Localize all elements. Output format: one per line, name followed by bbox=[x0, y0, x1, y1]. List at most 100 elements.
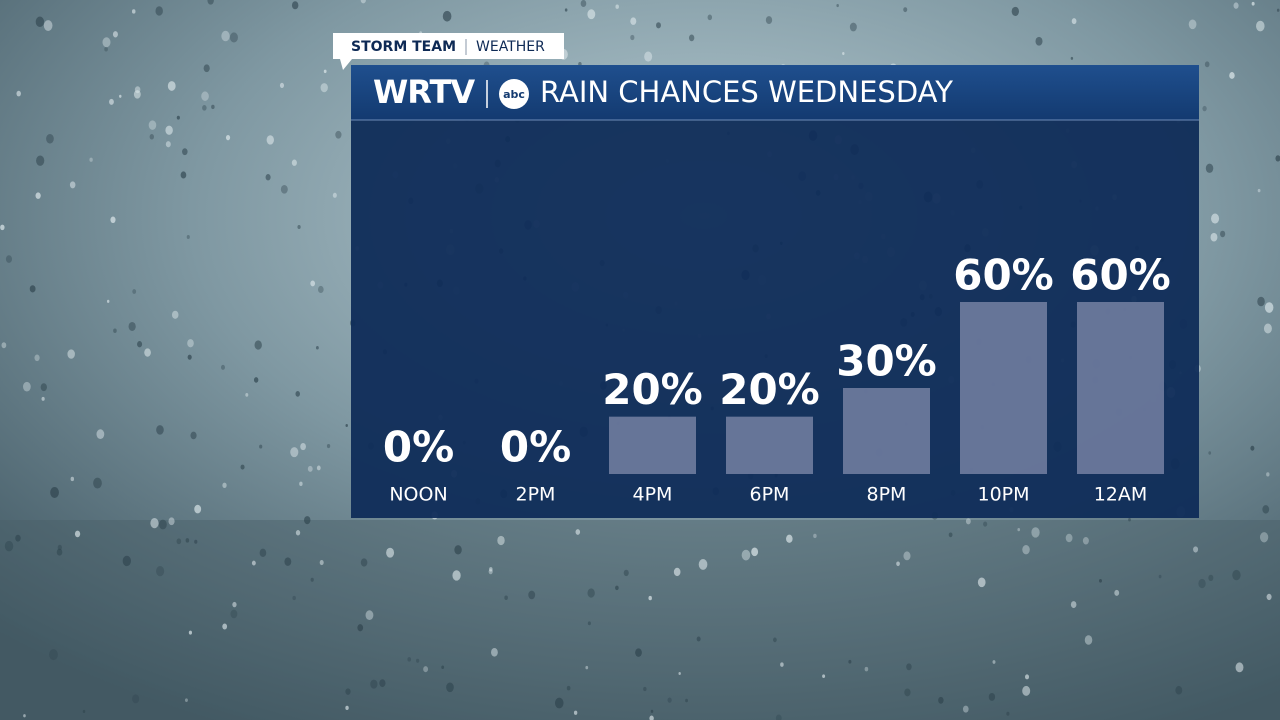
raindrop bbox=[221, 30, 230, 42]
raindrop bbox=[291, 1, 299, 10]
raindrop bbox=[441, 665, 445, 670]
raindrop bbox=[176, 538, 182, 545]
raindrop bbox=[688, 34, 695, 42]
raindrop bbox=[297, 225, 301, 230]
station-logo: WRTV bbox=[373, 73, 475, 111]
raindrop bbox=[36, 155, 45, 166]
raindrop bbox=[1233, 2, 1239, 9]
raindrop bbox=[504, 595, 508, 600]
raindrop bbox=[40, 383, 47, 392]
raindrop bbox=[137, 341, 143, 348]
raindrop bbox=[203, 64, 210, 73]
raindrop bbox=[1232, 569, 1241, 581]
raindrop bbox=[786, 534, 793, 543]
bar bbox=[960, 302, 1047, 474]
raindrop bbox=[446, 682, 454, 693]
raindrop bbox=[1035, 36, 1043, 46]
raindrop bbox=[370, 679, 378, 689]
bar bbox=[843, 388, 930, 474]
tag-text: STORM TEAM bbox=[351, 39, 456, 55]
raindrop bbox=[365, 610, 374, 621]
raindrop bbox=[1022, 544, 1030, 555]
x-tick-label: NOON bbox=[389, 484, 447, 506]
raindrop bbox=[644, 51, 653, 62]
raindrop bbox=[171, 310, 179, 319]
raindrop bbox=[696, 636, 701, 642]
raindrop bbox=[1114, 589, 1120, 596]
raindrop bbox=[488, 569, 493, 575]
raindrop bbox=[938, 696, 944, 704]
raindrop bbox=[194, 504, 202, 514]
raindrop bbox=[251, 560, 256, 566]
raindrop bbox=[685, 698, 688, 703]
raindrop bbox=[128, 321, 136, 332]
raindrop bbox=[643, 686, 647, 692]
value-label: 60% bbox=[1070, 251, 1171, 300]
chart-title: RAIN CHANCES WEDNESDAY bbox=[540, 75, 953, 109]
raindrop bbox=[630, 17, 637, 25]
raindrop bbox=[573, 710, 578, 715]
raindrop bbox=[35, 16, 45, 28]
background-shade bbox=[0, 520, 1280, 720]
raindrop bbox=[864, 666, 869, 672]
raindrop bbox=[965, 518, 971, 525]
raindrop bbox=[279, 82, 285, 88]
raindrop bbox=[566, 685, 571, 691]
raindrop bbox=[1263, 323, 1272, 334]
raindrop bbox=[1017, 527, 1021, 532]
raindrop bbox=[89, 157, 93, 162]
raindrop bbox=[1158, 574, 1162, 579]
raindrop bbox=[775, 714, 782, 720]
raindrop bbox=[1070, 601, 1077, 609]
raindrop bbox=[906, 663, 912, 671]
raindrop bbox=[1128, 518, 1131, 522]
raindrop bbox=[454, 545, 462, 555]
raindrop bbox=[836, 3, 839, 8]
raindrop bbox=[554, 697, 564, 709]
raindrop bbox=[948, 532, 953, 538]
raindrop bbox=[5, 255, 13, 263]
raindrop bbox=[35, 192, 41, 199]
raindrop bbox=[1275, 155, 1280, 162]
raindrop bbox=[667, 697, 672, 703]
raindrop bbox=[780, 662, 784, 667]
raindrop bbox=[176, 115, 180, 120]
raindrop bbox=[1264, 302, 1274, 313]
raindrop bbox=[1193, 546, 1199, 553]
raindrop bbox=[254, 340, 262, 350]
value-label: 30% bbox=[836, 337, 937, 386]
raindrop bbox=[156, 425, 164, 435]
raindrop bbox=[1220, 230, 1226, 238]
raindrop bbox=[423, 666, 429, 673]
raindrop bbox=[1257, 188, 1261, 193]
raindrop bbox=[149, 134, 154, 140]
raindrop bbox=[1011, 6, 1020, 17]
raindrop bbox=[315, 345, 319, 350]
raindrop bbox=[656, 22, 661, 29]
raindrop bbox=[168, 517, 175, 526]
raindrop bbox=[182, 148, 188, 156]
x-tick-label: 12AM bbox=[1094, 484, 1148, 506]
raindrop bbox=[648, 595, 652, 601]
raindrop bbox=[102, 37, 111, 48]
raindrop bbox=[896, 561, 900, 567]
raindrop bbox=[0, 224, 5, 231]
raindrop bbox=[442, 10, 452, 22]
raindrop bbox=[678, 672, 681, 676]
raindrop bbox=[4, 540, 14, 552]
raindrop bbox=[266, 135, 274, 145]
raindrop bbox=[635, 648, 642, 657]
raindrop bbox=[310, 280, 316, 287]
raindrop bbox=[186, 234, 190, 239]
raindrop bbox=[587, 588, 595, 598]
panel-header bbox=[351, 65, 1199, 120]
bar bbox=[609, 416, 696, 474]
raindrop bbox=[615, 585, 619, 591]
raindrop bbox=[988, 692, 996, 701]
raindrop bbox=[1205, 163, 1214, 173]
raindrop bbox=[1211, 213, 1220, 224]
raindrop bbox=[265, 174, 271, 181]
raindrop bbox=[122, 555, 131, 567]
raindrop bbox=[221, 364, 225, 370]
